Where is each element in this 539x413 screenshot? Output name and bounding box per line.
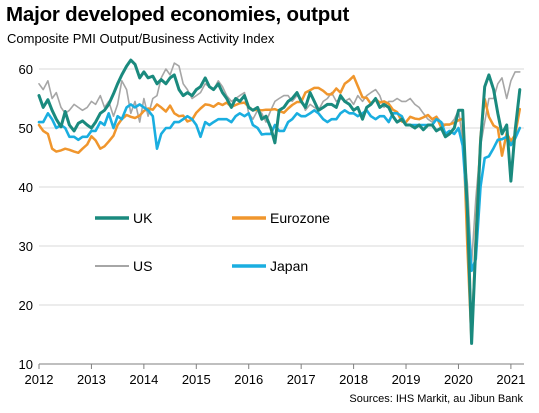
- series-line-us: [38, 62, 521, 265]
- legend: UK Eurozone US Japan: [95, 210, 330, 274]
- series-lines: [37, 58, 522, 345]
- chart-title: Major developed economies, output: [6, 3, 350, 26]
- y-tick-label: 60: [19, 62, 33, 77]
- series-line-uk: [37, 58, 522, 345]
- x-axis: 2012 2013 2014 2015 2016 2017 2018 2019 2020 2021: [25, 363, 525, 387]
- legend-item-us: US: [95, 258, 152, 274]
- y-tick-label: 20: [19, 298, 33, 313]
- legend-label: UK: [133, 210, 153, 226]
- x-tick-label: 2018: [339, 372, 368, 387]
- x-tick-label: 2016: [234, 372, 263, 387]
- x-tick-label: 2019: [392, 372, 421, 387]
- x-tick-label: 2017: [287, 372, 316, 387]
- gridlines: [39, 68, 524, 306]
- x-tick-label: 2013: [77, 372, 106, 387]
- x-tick-label: 2021: [496, 372, 525, 387]
- legend-label: Japan: [270, 258, 308, 274]
- source-note: Sources: IHS Markit, au Jibun Bank: [349, 393, 523, 405]
- legend-item-japan: Japan: [232, 258, 308, 274]
- y-tick-label: 10: [19, 357, 33, 372]
- y-tick-label: 40: [19, 180, 33, 195]
- legend-item-uk: UK: [95, 210, 153, 226]
- chart-subtitle: Composite PMI Output/Business Activity I…: [7, 31, 275, 46]
- x-tick-label: 2015: [182, 372, 211, 387]
- legend-item-eurozone: Eurozone: [232, 210, 330, 226]
- x-tick-label: 2012: [25, 372, 54, 387]
- series-line-japan: [37, 103, 522, 273]
- y-tick-label: 30: [19, 239, 33, 254]
- x-tick-label: 2020: [444, 372, 473, 387]
- legend-label: US: [133, 258, 152, 274]
- legend-label: Eurozone: [270, 210, 330, 226]
- y-tick-label: 50: [19, 121, 33, 136]
- y-axis: 10 20 30 40 50 60: [19, 62, 33, 372]
- x-tick-label: 2014: [129, 372, 158, 387]
